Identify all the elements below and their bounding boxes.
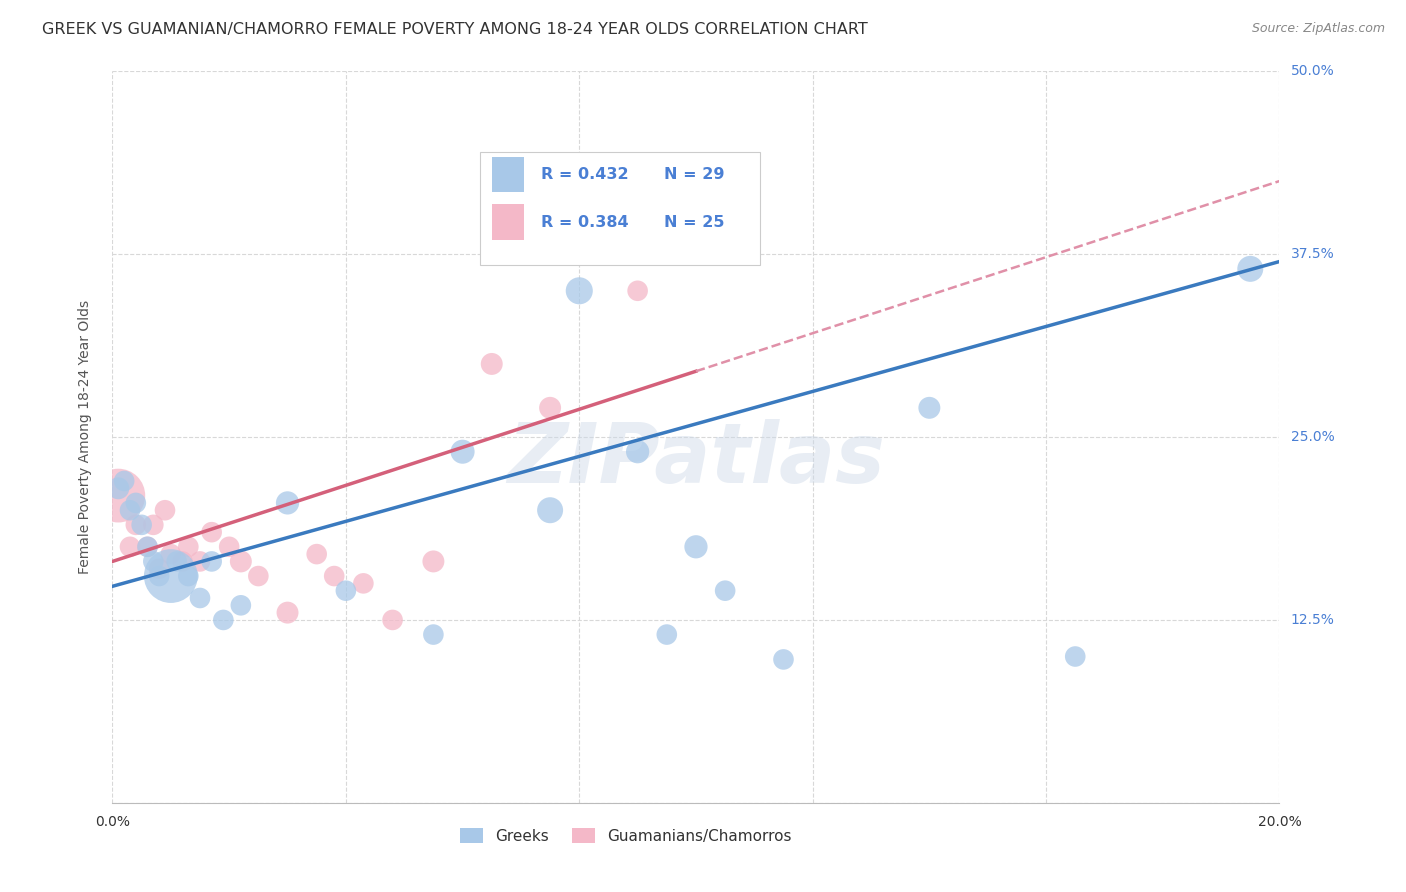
Point <box>142 554 165 568</box>
Point <box>247 569 270 583</box>
Point <box>125 496 148 510</box>
Point <box>276 606 298 620</box>
Point <box>166 554 188 568</box>
Point <box>627 444 650 458</box>
Point <box>229 599 252 613</box>
Point <box>107 481 129 495</box>
Point <box>112 474 135 488</box>
Text: N = 25: N = 25 <box>665 215 725 229</box>
Point <box>160 547 183 561</box>
Legend: Greeks, Guamanians/Chamorros: Greeks, Guamanians/Chamorros <box>454 822 797 850</box>
Point <box>153 503 176 517</box>
Point <box>188 554 211 568</box>
Text: 50.0%: 50.0% <box>1291 64 1334 78</box>
Point <box>136 540 159 554</box>
Text: R = 0.432: R = 0.432 <box>541 167 628 182</box>
Point <box>188 591 211 605</box>
Point <box>177 540 200 554</box>
FancyBboxPatch shape <box>479 152 761 265</box>
Point <box>177 569 200 583</box>
Point <box>655 627 678 641</box>
Point <box>627 284 650 298</box>
Point <box>772 652 794 666</box>
Point <box>352 576 374 591</box>
Y-axis label: Female Poverty Among 18-24 Year Olds: Female Poverty Among 18-24 Year Olds <box>77 300 91 574</box>
Point <box>160 569 183 583</box>
Text: ZIPatlas: ZIPatlas <box>508 418 884 500</box>
Point <box>451 444 474 458</box>
Point <box>131 517 153 532</box>
Bar <box>492 157 524 192</box>
Text: Source: ZipAtlas.com: Source: ZipAtlas.com <box>1251 22 1385 36</box>
Text: 25.0%: 25.0% <box>1291 430 1334 444</box>
Point <box>568 284 591 298</box>
Point <box>125 517 148 532</box>
Point <box>714 583 737 598</box>
Point <box>148 569 170 583</box>
Point <box>218 540 240 554</box>
Point <box>918 401 941 415</box>
Point <box>229 554 252 568</box>
Point <box>118 540 141 554</box>
Point <box>305 547 328 561</box>
Point <box>201 525 224 540</box>
Point <box>685 240 707 254</box>
Bar <box>492 204 524 240</box>
Point <box>172 554 194 568</box>
Text: N = 29: N = 29 <box>665 167 725 182</box>
Point <box>538 503 561 517</box>
Text: R = 0.384: R = 0.384 <box>541 215 628 229</box>
Point <box>107 489 129 503</box>
Point <box>1064 649 1087 664</box>
Point <box>381 613 404 627</box>
Text: 37.5%: 37.5% <box>1291 247 1334 261</box>
Point <box>422 627 444 641</box>
Point <box>323 569 346 583</box>
Point <box>142 517 165 532</box>
Point <box>1239 261 1261 276</box>
Point <box>685 540 707 554</box>
Point <box>148 562 170 576</box>
Point <box>538 401 561 415</box>
Point <box>335 583 357 598</box>
Point <box>136 540 159 554</box>
Point <box>212 613 235 627</box>
Point <box>481 357 503 371</box>
Point <box>276 496 298 510</box>
Point <box>201 554 224 568</box>
Point <box>118 503 141 517</box>
Text: GREEK VS GUAMANIAN/CHAMORRO FEMALE POVERTY AMONG 18-24 YEAR OLDS CORRELATION CHA: GREEK VS GUAMANIAN/CHAMORRO FEMALE POVER… <box>42 22 868 37</box>
Point <box>422 554 444 568</box>
Text: 12.5%: 12.5% <box>1291 613 1334 627</box>
